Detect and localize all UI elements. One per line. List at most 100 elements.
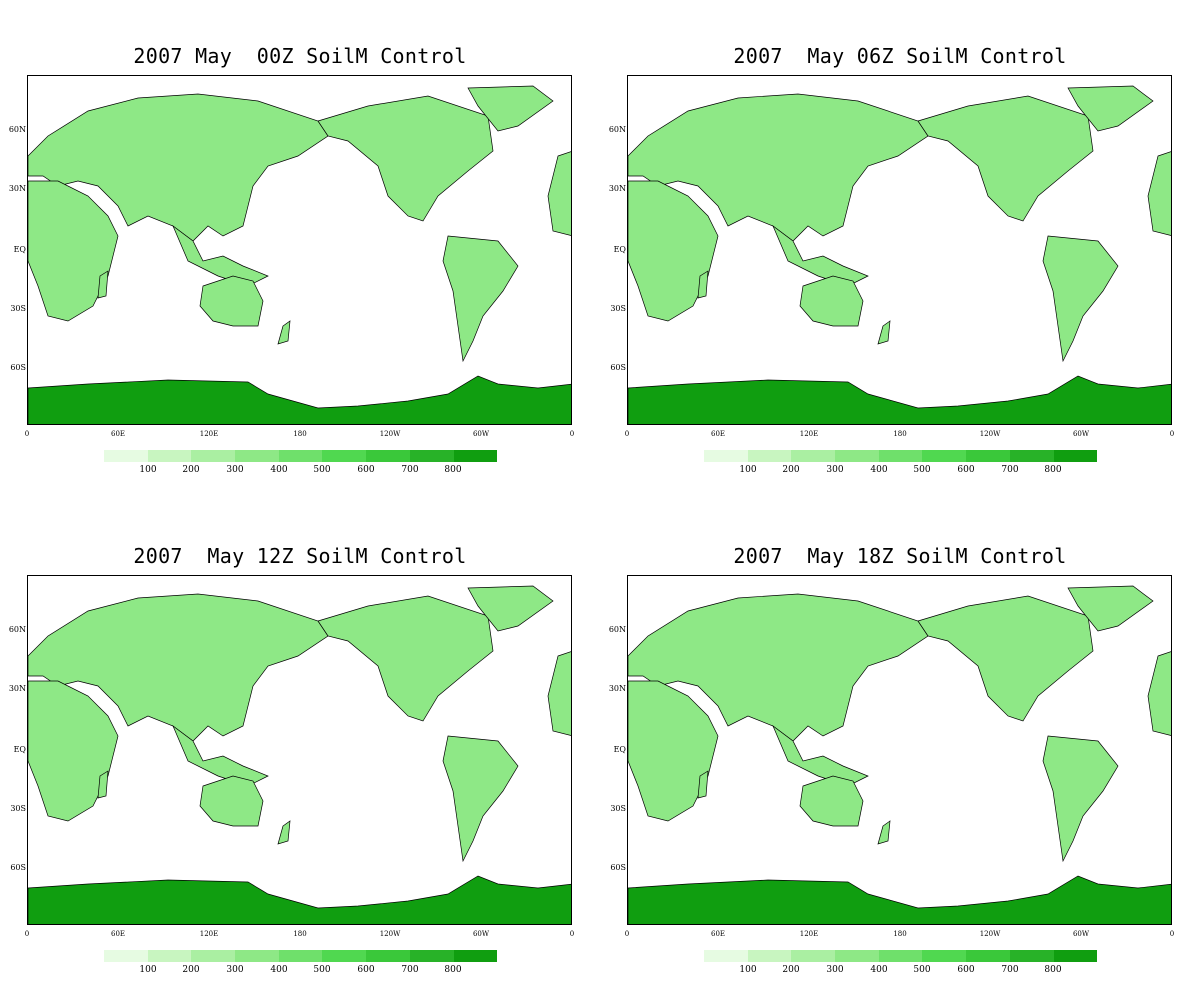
greenland-shape bbox=[467, 85, 554, 132]
greenland-shape bbox=[1067, 85, 1154, 132]
south-america-shape bbox=[442, 235, 519, 363]
lat-label-eq: EQ bbox=[613, 245, 626, 254]
lon-label-0: 0 bbox=[24, 430, 30, 438]
colorbar-label-700: 700 bbox=[1001, 465, 1019, 475]
colorbar-swatch bbox=[453, 950, 498, 962]
antarctica-shape bbox=[628, 875, 1171, 924]
colorbar-swatch bbox=[1009, 950, 1054, 962]
europe-east-edge-shape bbox=[1147, 151, 1171, 236]
lat-label-30s: 30S bbox=[610, 804, 626, 813]
madagascar-shape bbox=[697, 770, 709, 799]
lon-label-0-end: 0 bbox=[569, 930, 575, 938]
colorbar-label-300: 300 bbox=[226, 465, 244, 475]
lon-label-120w: 120W bbox=[979, 930, 1001, 938]
lon-label-60e: 60E bbox=[710, 430, 726, 438]
map-frame bbox=[627, 75, 1172, 425]
colorbar-swatch bbox=[878, 950, 923, 962]
lon-label-60w: 60W bbox=[1072, 430, 1090, 438]
north-america-shape bbox=[917, 595, 1094, 722]
southeast-asia-shape bbox=[172, 724, 269, 787]
lon-label-120e: 120E bbox=[199, 930, 219, 938]
colorbar-label-200: 200 bbox=[182, 465, 200, 475]
new-zealand-shape bbox=[277, 320, 291, 345]
lat-label-60s: 60S bbox=[610, 363, 626, 372]
eurasia-shape bbox=[28, 593, 329, 742]
colorbar-label-100: 100 bbox=[739, 465, 757, 475]
lat-label-eq: EQ bbox=[13, 245, 26, 254]
southeast-asia-shape bbox=[772, 224, 869, 287]
colorbar-swatch bbox=[147, 450, 192, 462]
world-map bbox=[628, 85, 1171, 424]
lat-label-60s: 60S bbox=[10, 363, 26, 372]
europe-east-edge-shape bbox=[1147, 651, 1171, 736]
lon-label-120w: 120W bbox=[979, 430, 1001, 438]
eurasia-shape bbox=[628, 93, 929, 242]
panel-title: 2007 May 12Z SoilM Control bbox=[133, 544, 467, 568]
greenland-shape bbox=[467, 585, 554, 632]
colorbar-swatch bbox=[235, 950, 279, 962]
colorbar-label-200: 200 bbox=[182, 965, 200, 975]
north-america-shape bbox=[317, 595, 494, 722]
lon-label-60e: 60E bbox=[710, 930, 726, 938]
colorbar-swatch bbox=[791, 450, 836, 462]
world-map bbox=[628, 585, 1171, 924]
antarctica-shape bbox=[28, 875, 571, 924]
colorbar bbox=[704, 450, 1098, 462]
colorbar-swatch bbox=[366, 950, 410, 962]
lat-label-30n: 30N bbox=[8, 184, 26, 193]
lat-label-60s: 60S bbox=[610, 863, 626, 872]
colorbar-label-700: 700 bbox=[401, 465, 419, 475]
colorbar bbox=[104, 450, 498, 462]
southeast-asia-shape bbox=[772, 724, 869, 787]
lon-label-60e: 60E bbox=[110, 430, 126, 438]
lon-label-0: 0 bbox=[624, 930, 630, 938]
panel-00z: 2007 May 00Z SoilM Control 60N 30N EQ 30… bbox=[0, 0, 600, 500]
colorbar-swatch bbox=[704, 450, 748, 462]
colorbar-label-600: 600 bbox=[957, 965, 975, 975]
colorbar-label-700: 700 bbox=[1001, 965, 1019, 975]
panel-18z: 2007 May 18Z SoilM Control 60N 30N EQ 30… bbox=[600, 500, 1200, 1000]
madagascar-shape bbox=[97, 770, 109, 799]
lon-label-180: 180 bbox=[893, 430, 907, 438]
map-frame bbox=[27, 75, 572, 425]
greenland-shape bbox=[1067, 585, 1154, 632]
lon-label-180: 180 bbox=[293, 430, 307, 438]
lon-label-120w: 120W bbox=[379, 930, 401, 938]
colorbar-swatch bbox=[704, 950, 748, 962]
colorbar-swatch bbox=[409, 950, 454, 962]
colorbar-label-300: 300 bbox=[826, 965, 844, 975]
australia-shape bbox=[199, 275, 264, 327]
lat-label-eq: EQ bbox=[613, 745, 626, 754]
africa-shape bbox=[628, 180, 719, 322]
colorbar-swatch bbox=[104, 450, 148, 462]
colorbar-swatch bbox=[747, 950, 792, 962]
colorbar-label-400: 400 bbox=[870, 465, 888, 475]
australia-shape bbox=[799, 275, 864, 327]
colorbar-label-500: 500 bbox=[313, 465, 331, 475]
colorbar-swatch bbox=[278, 950, 323, 962]
colorbar-swatch bbox=[966, 950, 1010, 962]
lat-label-60s: 60S bbox=[10, 863, 26, 872]
colorbar-label-100: 100 bbox=[139, 465, 157, 475]
colorbar-label-700: 700 bbox=[401, 965, 419, 975]
lon-label-0-end: 0 bbox=[569, 430, 575, 438]
colorbar-swatch bbox=[235, 450, 279, 462]
lon-label-60w: 60W bbox=[472, 430, 490, 438]
lon-label-180: 180 bbox=[893, 930, 907, 938]
lat-label-60n: 60N bbox=[608, 125, 626, 134]
colorbar-swatch bbox=[922, 950, 967, 962]
europe-east-edge-shape bbox=[547, 651, 571, 736]
colorbar-label-500: 500 bbox=[913, 965, 931, 975]
colorbar-label-100: 100 bbox=[739, 965, 757, 975]
colorbar-label-600: 600 bbox=[357, 965, 375, 975]
colorbar-swatch bbox=[366, 450, 410, 462]
map-frame bbox=[27, 575, 572, 925]
colorbar-label-600: 600 bbox=[957, 465, 975, 475]
colorbar-swatch bbox=[791, 950, 836, 962]
north-america-shape bbox=[317, 95, 494, 222]
colorbar-label-500: 500 bbox=[313, 965, 331, 975]
colorbar-swatch bbox=[878, 450, 923, 462]
southeast-asia-shape bbox=[172, 224, 269, 287]
colorbar-label-500: 500 bbox=[913, 465, 931, 475]
map-frame bbox=[627, 575, 1172, 925]
